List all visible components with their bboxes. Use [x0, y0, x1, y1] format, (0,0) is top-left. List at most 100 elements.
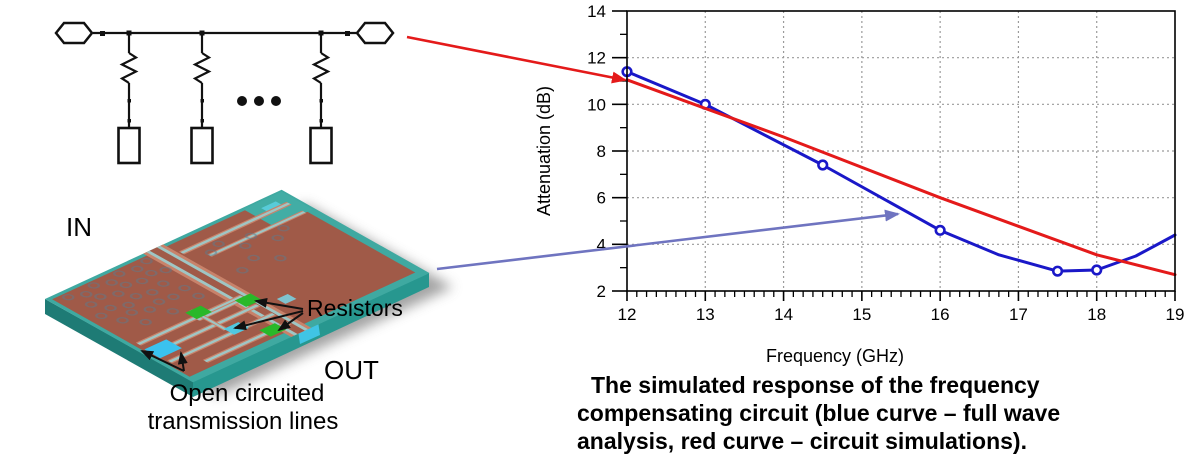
series-marker: [1051, 265, 1064, 277]
x-tick-label: 19: [1166, 305, 1185, 324]
chart-axes-ticks: 12 13 14 15 16 17 18 19 2 4 6 8 10 12 14: [587, 2, 1184, 324]
junction-nodes: [100, 30, 350, 123]
chart-gridlines: [627, 11, 1175, 291]
via-ring: [125, 309, 139, 316]
y-tick-label: 12: [587, 49, 606, 68]
via-ring: [244, 232, 258, 240]
via-ring: [157, 280, 170, 287]
via-ring: [212, 240, 225, 248]
via-ring: [139, 318, 152, 326]
x-tick-label: 13: [696, 305, 715, 324]
board-side-left: [45, 299, 193, 397]
x-tick-label: 16: [931, 305, 950, 324]
via-ring: [130, 265, 144, 273]
series-line-circuit-simulations: [625, 78, 1177, 277]
x-tick-label: 17: [1009, 305, 1028, 324]
series-marker: [934, 224, 946, 236]
via-ring: [95, 312, 108, 320]
open-stub-symbol: [190, 126, 214, 165]
via-ring: [247, 254, 260, 262]
via-ring: [105, 279, 118, 286]
shunt-branch: [190, 33, 214, 165]
x-axis-title: Frequency (GHz): [766, 346, 904, 366]
blue-annotation-arrow: [436, 209, 900, 271]
via-ring: [112, 270, 126, 277]
via-ring: [122, 301, 135, 309]
open-stub-symbol: [117, 126, 141, 165]
x-tick-label: 12: [618, 305, 637, 324]
via-ring: [145, 269, 158, 277]
via-ring: [152, 298, 166, 305]
attenuation-chart: 12 13 14 15 16 17 18 19 2 4 6 8 10 12 14 Frequency (GH…: [534, 2, 1184, 366]
board-side-cyan-patch: [298, 321, 320, 344]
via-ring: [178, 284, 191, 292]
open-stub-symbol: [309, 126, 333, 165]
via-ring: [166, 308, 180, 315]
via-ring: [238, 242, 252, 250]
x-tick-label: 15: [852, 305, 871, 324]
resistor-arrow-2: [233, 310, 304, 331]
y-tick-label: 10: [587, 95, 606, 114]
via-ring: [129, 292, 143, 300]
via-ring: [159, 266, 173, 274]
via-ring: [140, 257, 153, 265]
resistor-arrow-3: [277, 312, 304, 332]
y-tick-label: 14: [587, 2, 606, 21]
via-ring: [277, 224, 290, 232]
via-ring: [116, 317, 129, 324]
y-tick-label: 6: [597, 189, 606, 208]
via-ring: [236, 267, 249, 274]
board-label-out: OUT: [324, 355, 379, 385]
via-ring: [143, 306, 157, 313]
via-ring: [135, 277, 149, 285]
y-tick-label: 4: [597, 235, 606, 254]
board-figure: IN Resistors OUT Open circuited transmis…: [45, 189, 453, 435]
open-stub-arrow-2: [177, 351, 188, 372]
resistor-arrow-1: [254, 297, 304, 310]
series-marker: [817, 159, 829, 171]
ellipsis-dots: [237, 96, 281, 106]
x-tick-label: 18: [1087, 305, 1106, 324]
shunt-branch: [309, 33, 333, 165]
via-ring: [119, 281, 133, 289]
series-marker: [1091, 264, 1103, 276]
via-ring: [104, 304, 117, 312]
resistor-icon: [311, 52, 331, 84]
shunt-branch: [117, 33, 141, 165]
via-ring: [79, 291, 93, 298]
via-ring: [94, 293, 107, 300]
caption-line: The simulated response of the frequency: [591, 372, 1040, 398]
resistor-icon: [119, 52, 139, 84]
x-tick-label: 14: [774, 305, 793, 324]
circuit-board-top: [45, 189, 430, 383]
y-axis-title: Attenuation (dB): [534, 86, 554, 216]
red-annotation-arrow: [406, 35, 627, 84]
board-label-in: IN: [66, 212, 92, 242]
via-ring: [87, 282, 101, 289]
upper-trace: [179, 201, 307, 257]
via-ring: [271, 234, 284, 242]
via-ring: [204, 249, 218, 256]
via-holes: [61, 224, 290, 326]
board-label-open-line1: Open circuited: [170, 380, 325, 407]
caption-line: compensating circuit (blue curve – full …: [577, 400, 1061, 426]
circuit-schematic: [54, 21, 395, 165]
via-ring: [61, 293, 75, 301]
via-ring: [167, 293, 180, 300]
board-label-resistors: Resistors: [307, 295, 403, 321]
via-ring: [84, 301, 98, 308]
caption-line: analysis, red curve – circuit simulation…: [577, 428, 1027, 454]
via-ring: [192, 292, 205, 300]
via-ring: [274, 254, 287, 262]
resistor-icon: [192, 52, 212, 84]
y-tick-label: 2: [597, 282, 606, 301]
board-annotation-arrows: [140, 297, 304, 372]
figure-caption: The simulated response of the frequency …: [577, 371, 1200, 455]
y-tick-label: 8: [597, 142, 606, 161]
port-icon-right: [355, 21, 395, 45]
via-ring: [145, 289, 159, 296]
via-ring: [112, 290, 125, 297]
port-icon-left: [54, 21, 94, 45]
board-label-open-line2: transmission lines: [148, 408, 339, 435]
